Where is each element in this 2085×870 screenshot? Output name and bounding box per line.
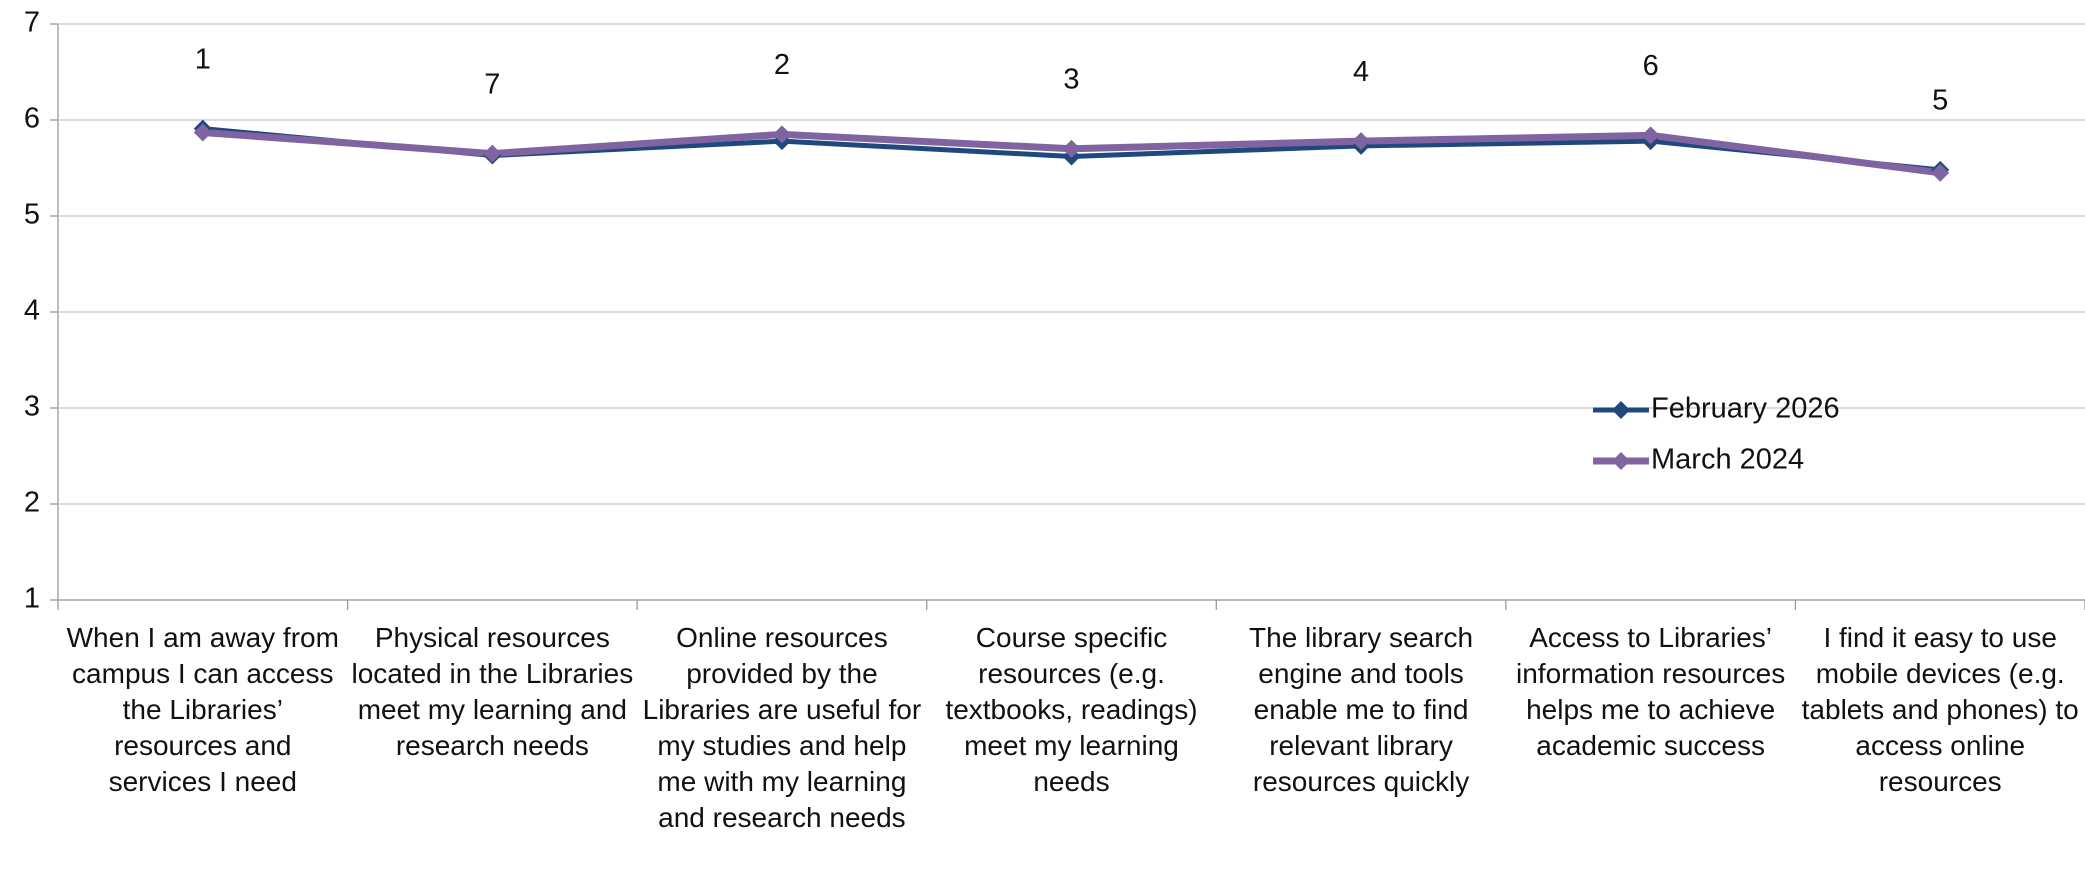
x-tick-label: Course specific resources (e.g. textbook… [945,622,1198,797]
marker [1931,163,1950,182]
y-tick-label: 4 [24,295,40,327]
y-tick-label: 2 [24,487,40,519]
y-tick-label: 5 [24,199,40,231]
legend-label: March 2024 [1651,444,1804,476]
y-tick-label: 1 [24,583,40,615]
annotation: 1 [195,43,211,75]
marker [772,125,791,144]
y-tick-label: 6 [24,103,40,135]
x-tick-label: When I am away from campus I can access … [66,622,339,797]
marker [1641,126,1660,145]
legend-marker [1612,452,1630,470]
x-tick-label: Online resources provided by the Librari… [642,622,922,833]
marker [483,144,502,163]
y-tick-label: 3 [24,391,40,423]
annotation: 6 [1643,50,1659,82]
x-tick-label: Physical resources located in the Librar… [351,622,634,761]
annotation: 7 [484,68,500,100]
marker [1062,139,1081,158]
annotation: 2 [774,49,790,81]
y-tick-label: 7 [24,7,40,39]
annotation: 5 [1932,85,1948,117]
marker [1352,132,1371,151]
x-tick-label: Access to Libraries’ information resourc… [1516,622,1786,761]
marker [193,123,212,142]
legend-label: February 2026 [1651,393,1840,425]
x-tick-label: I find it easy to use mobile devices (e.… [1801,622,2079,797]
annotation: 4 [1353,56,1369,88]
x-tick-label: The library search engine and tools enab… [1249,622,1474,797]
legend-marker [1612,401,1630,419]
annotation: 3 [1063,63,1079,95]
